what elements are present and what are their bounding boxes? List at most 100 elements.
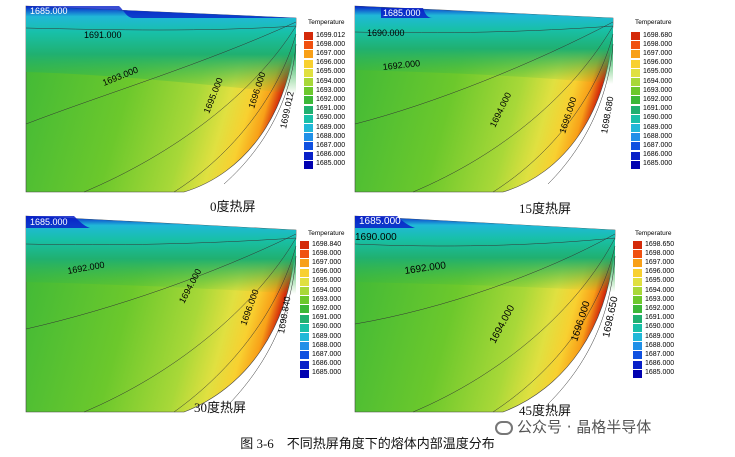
legend-value: 1687.000 bbox=[312, 350, 342, 358]
legend-swatch bbox=[631, 142, 640, 151]
legend-title: Temperature bbox=[635, 19, 672, 26]
contour-panel-0deg: 1685.000 1691.000 1693.000 1695.000 1696… bbox=[24, 4, 346, 214]
legend-swatch bbox=[300, 360, 309, 369]
legend-swatch bbox=[633, 314, 642, 323]
legend-swatch bbox=[300, 250, 309, 259]
legend-value: 1685.000 bbox=[316, 160, 346, 168]
legend-swatch bbox=[633, 241, 642, 249]
legend-value: 1692.000 bbox=[312, 304, 342, 312]
legend-value: 1685.000 bbox=[312, 369, 342, 377]
legend-swatch bbox=[304, 78, 313, 86]
legend-value: 1696.000 bbox=[645, 268, 675, 276]
legend-swatch bbox=[304, 50, 313, 59]
legend-swatch bbox=[633, 277, 642, 286]
legend-value: 1695.000 bbox=[316, 68, 346, 76]
legend-swatch bbox=[633, 305, 642, 314]
legend-swatch bbox=[631, 124, 640, 132]
legend-swatch bbox=[304, 59, 313, 68]
legend-value: 1685.000 bbox=[643, 160, 673, 168]
legend-swatch bbox=[304, 133, 313, 142]
legend-value: 1697.000 bbox=[643, 49, 673, 57]
wechat-icon bbox=[495, 421, 513, 435]
contour-panel-45deg: 1685.000 1690.000 1692.000 1694.000 1696… bbox=[353, 214, 693, 424]
legend-swatch bbox=[631, 114, 640, 123]
legend-swatch bbox=[300, 305, 309, 314]
contour-plot-0deg: 1685.000 1691.000 1693.000 1695.000 1696… bbox=[25, 5, 297, 193]
legend-swatch bbox=[300, 369, 309, 378]
legend-value: 1693.000 bbox=[312, 295, 342, 303]
legend-value: 1696.000 bbox=[316, 59, 346, 67]
legend-swatch bbox=[633, 351, 642, 360]
contour-panel-30deg: 1685.000 1692.000 1694.000 1696.000 1698… bbox=[24, 214, 345, 424]
legend-swatch bbox=[300, 314, 309, 323]
panel-label: 15度热屏 bbox=[519, 201, 572, 216]
legend-value: 1691.000 bbox=[645, 314, 675, 322]
legend-value: 1690.000 bbox=[645, 323, 675, 331]
legend-swatch bbox=[631, 151, 640, 160]
contour-label: 1690.000 bbox=[355, 232, 397, 243]
legend-swatch bbox=[631, 32, 640, 40]
legend-value: 1693.000 bbox=[643, 86, 673, 94]
contour-label: 1685.000 bbox=[359, 216, 401, 227]
legend-swatch bbox=[633, 287, 642, 295]
legend-value: 1698.000 bbox=[645, 249, 675, 257]
legend-value: 1686.000 bbox=[645, 360, 675, 368]
legend-value: 1689.000 bbox=[316, 123, 346, 131]
legend-swatch bbox=[633, 342, 642, 351]
legend-value: 1697.000 bbox=[316, 49, 346, 57]
legend-value: 1698.840 bbox=[312, 240, 342, 248]
legend-swatch bbox=[631, 160, 640, 169]
legend-swatch bbox=[300, 323, 309, 332]
legend-value: 1698.000 bbox=[643, 40, 673, 48]
legend-swatch bbox=[304, 87, 313, 96]
legend-value: 1688.000 bbox=[312, 341, 342, 349]
legend-value: 1685.000 bbox=[645, 369, 675, 377]
legend-value: 1692.000 bbox=[316, 95, 346, 103]
legend-value: 1686.000 bbox=[312, 360, 342, 368]
legend-swatch bbox=[304, 68, 313, 77]
legend-swatch bbox=[631, 105, 640, 114]
legend-value: 1697.000 bbox=[645, 258, 675, 266]
legend-swatch bbox=[300, 351, 309, 360]
legend-swatch bbox=[304, 32, 313, 40]
legend-value: 1690.000 bbox=[312, 323, 342, 331]
legend-swatch bbox=[304, 105, 313, 114]
legend-swatch bbox=[631, 133, 640, 142]
legend-swatch bbox=[304, 160, 313, 169]
legend-swatch bbox=[300, 287, 309, 295]
legend-swatch bbox=[300, 268, 309, 277]
legend-swatch bbox=[304, 114, 313, 123]
legend-swatch bbox=[631, 41, 640, 50]
legend-swatch bbox=[631, 96, 640, 105]
legend-value: 1695.000 bbox=[312, 277, 342, 285]
legend-swatch bbox=[633, 259, 642, 268]
legend-value: 1692.000 bbox=[643, 95, 673, 103]
legend-swatch bbox=[633, 296, 642, 305]
contour-plot-15deg: 1685.000 1690.000 1692.000 1694.000 1696… bbox=[354, 5, 615, 193]
watermark: 公众号 · 晶格半导体 bbox=[495, 416, 651, 437]
legend-swatch bbox=[633, 323, 642, 332]
panel-label: 45度热屏 bbox=[519, 403, 572, 418]
legend-value: 1690.000 bbox=[643, 114, 673, 122]
legend-value: 1691.000 bbox=[312, 314, 342, 322]
legend-value: 1689.000 bbox=[645, 332, 675, 340]
panel-label: 0度热屏 bbox=[210, 199, 256, 214]
contour-label: 1692.000 bbox=[382, 58, 420, 72]
legend-swatch bbox=[631, 87, 640, 96]
legend-swatch bbox=[633, 333, 642, 341]
legend-title: Temperature bbox=[635, 230, 672, 237]
legend-value: 1693.000 bbox=[645, 295, 675, 303]
legend-value: 1698.000 bbox=[312, 249, 342, 257]
legend-value: 1694.000 bbox=[645, 286, 675, 294]
contour-label: 1690.000 bbox=[367, 28, 405, 38]
legend-value: 1695.000 bbox=[645, 277, 675, 285]
contour-label: 1685.000 bbox=[30, 217, 68, 227]
legend-swatch bbox=[300, 277, 309, 286]
legend-title: Temperature bbox=[308, 230, 345, 237]
watermark-text: 公众号 · 晶格半导体 bbox=[517, 418, 652, 436]
legend-swatch bbox=[304, 151, 313, 160]
legend-value: 1686.000 bbox=[316, 151, 346, 159]
contour-plot-45deg: 1685.000 1690.000 1692.000 1694.000 1696… bbox=[354, 215, 621, 413]
legend-value: 1695.000 bbox=[643, 68, 673, 76]
contour-label: 1685.000 bbox=[30, 6, 68, 16]
